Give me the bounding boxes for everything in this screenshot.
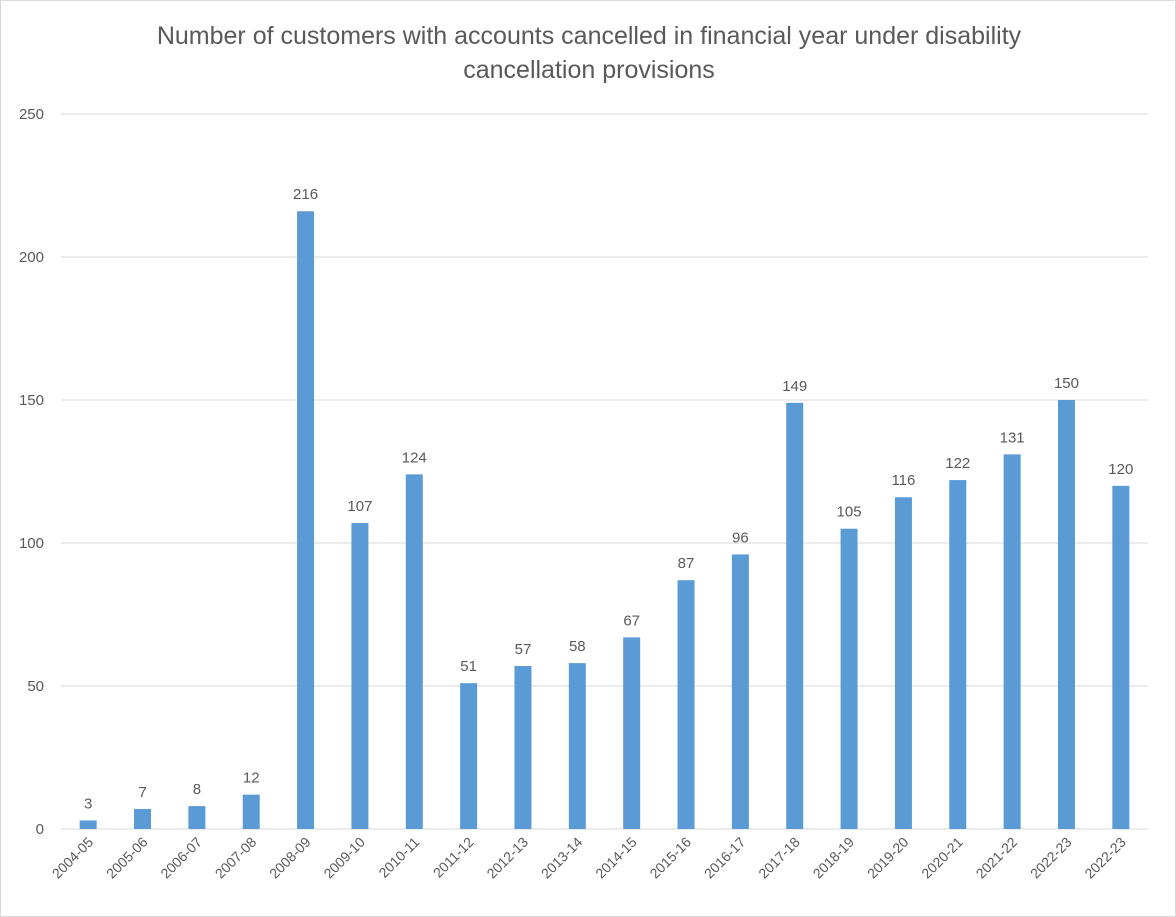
bar-2021-22 — [1003, 454, 1021, 829]
data-label: 8 — [193, 781, 201, 798]
bar-2011-12 — [460, 683, 478, 829]
data-label: 67 — [623, 612, 640, 629]
x-category-label: 2005-06 — [103, 834, 151, 882]
bar-2013-14 — [568, 663, 586, 829]
x-category-label: 2020-21 — [918, 834, 966, 882]
y-tick-label: 0 — [36, 821, 44, 838]
data-label: 116 — [891, 472, 915, 489]
bar-2017-18 — [786, 402, 804, 829]
bar-2022-23 — [1057, 400, 1075, 829]
bar-2009-10 — [351, 522, 369, 829]
data-labels: 3 7 8 12 216 107 124 51 57 58 67 87 96 149 105 116 122 13… — [84, 186, 1133, 812]
x-category-label: 2019-20 — [864, 834, 912, 882]
bar-2014-15 — [623, 637, 641, 829]
y-tick-label: 100 — [19, 535, 44, 552]
bar-2018-19 — [840, 528, 858, 829]
x-axis-category-labels: 2004-05 2005-06 2006-07 2007-08 2008-09 2009-… — [49, 834, 1129, 882]
data-label: 12 — [243, 770, 260, 787]
y-axis-tick-labels: 0 50 100 150 200 250 — [19, 106, 44, 838]
data-label: 149 — [782, 378, 807, 395]
data-label: 122 — [945, 455, 970, 472]
x-category-label: 2004-05 — [49, 834, 97, 882]
gridlines — [61, 113, 1148, 830]
bar-2022-23 — [1112, 485, 1130, 829]
data-label: 7 — [138, 784, 146, 801]
y-tick-label: 250 — [19, 106, 44, 123]
x-category-label: 2012-13 — [483, 834, 531, 882]
y-tick-label: 200 — [19, 249, 44, 266]
y-tick-label: 150 — [19, 392, 44, 409]
bar-2020-21 — [949, 480, 967, 829]
bar-2010-11 — [405, 474, 423, 829]
bars — [79, 211, 1130, 830]
x-category-label: 2022-23 — [1081, 834, 1129, 882]
data-label: 150 — [1054, 375, 1079, 392]
x-category-label: 2013-14 — [538, 834, 586, 882]
x-category-label: 2009-10 — [320, 834, 368, 882]
data-label: 96 — [732, 529, 749, 546]
data-label: 124 — [402, 449, 427, 466]
data-label: 105 — [837, 504, 862, 521]
bar-2006-07 — [188, 806, 206, 829]
x-category-label: 2015-16 — [646, 834, 694, 882]
data-label: 216 — [293, 186, 318, 203]
bar-2007-08 — [242, 794, 260, 829]
data-label: 58 — [569, 638, 586, 655]
bar-2016-17 — [731, 554, 749, 829]
x-category-label: 2022-23 — [1027, 834, 1075, 882]
data-label: 57 — [515, 641, 532, 658]
bar-2005-06 — [134, 808, 152, 829]
x-category-label: 2008-09 — [266, 834, 314, 882]
x-category-label: 2021-22 — [973, 834, 1021, 882]
bar-2012-13 — [514, 665, 532, 829]
x-category-label: 2007-08 — [212, 834, 260, 882]
x-category-label: 2018-19 — [810, 834, 858, 882]
bar-2008-09 — [297, 211, 315, 830]
bar-2019-20 — [894, 497, 912, 829]
data-label: 107 — [347, 498, 372, 515]
x-category-label: 2017-18 — [755, 834, 803, 882]
x-category-label: 2011-12 — [430, 834, 477, 881]
data-label: 3 — [84, 795, 92, 812]
x-category-label: 2014-15 — [592, 834, 640, 882]
bar-2015-16 — [677, 580, 695, 829]
x-category-label: 2006-07 — [157, 834, 205, 882]
data-label: 131 — [1000, 429, 1025, 446]
bar-2004-05 — [79, 820, 97, 829]
y-tick-label: 50 — [27, 678, 44, 695]
x-category-label: 2010-11 — [375, 834, 422, 881]
data-label: 87 — [678, 555, 695, 572]
data-label: 120 — [1108, 461, 1133, 478]
data-label: 51 — [460, 658, 477, 675]
chart-title: Number of customers with accounts cancel… — [156, 22, 1022, 84]
x-category-label: 2016-17 — [701, 834, 749, 882]
